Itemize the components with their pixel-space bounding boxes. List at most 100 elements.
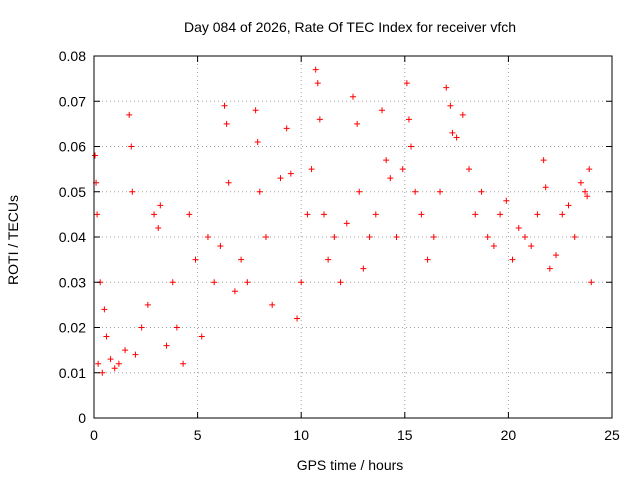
x-axis-label: GPS time / hours <box>297 457 404 473</box>
data-point <box>128 143 135 150</box>
data-point <box>350 93 356 100</box>
data-point <box>138 324 145 331</box>
data-point <box>542 184 549 191</box>
data-point <box>430 234 437 240</box>
data-point <box>405 116 412 123</box>
data-point <box>211 279 218 286</box>
data-point <box>298 279 305 286</box>
data-point <box>553 252 560 259</box>
y-tick-label: 0.06 <box>59 139 86 155</box>
data-point <box>204 234 211 240</box>
data-point <box>269 301 276 308</box>
data-point <box>294 315 301 322</box>
data-point <box>221 102 228 109</box>
x-tick-label: 20 <box>501 427 517 443</box>
x-tick-label: 0 <box>90 427 98 443</box>
data-point <box>325 256 332 263</box>
data-point <box>540 157 547 164</box>
data-point <box>546 265 553 272</box>
data-point <box>256 188 263 195</box>
data-point <box>360 265 367 272</box>
data-point <box>180 360 187 367</box>
data-point <box>262 234 269 240</box>
data-point <box>559 211 566 218</box>
data-point <box>308 166 315 173</box>
data-point <box>111 365 118 372</box>
data-point <box>304 211 311 218</box>
data-point <box>157 202 164 209</box>
data-point <box>424 256 431 263</box>
data-point <box>478 188 485 195</box>
data-point <box>582 188 589 195</box>
data-point <box>387 175 394 182</box>
data-point <box>132 351 139 358</box>
data-point <box>331 234 338 240</box>
y-tick-label: 0.04 <box>59 229 86 245</box>
points-layer <box>92 66 595 376</box>
x-tick-label: 5 <box>194 427 202 443</box>
data-point <box>453 134 460 141</box>
data-point <box>521 234 528 240</box>
data-point <box>534 211 541 218</box>
data-point <box>316 116 323 123</box>
data-point <box>129 188 136 195</box>
y-tick-label: 0.05 <box>59 184 86 200</box>
grid-layer <box>94 56 612 418</box>
data-point <box>366 234 373 240</box>
data-point <box>447 102 454 109</box>
y-tick-label: 0.01 <box>59 365 86 381</box>
data-point <box>497 211 504 218</box>
data-point <box>484 234 491 240</box>
data-point <box>565 202 572 209</box>
data-point <box>588 279 595 286</box>
data-point <box>283 125 290 132</box>
data-point <box>122 347 129 354</box>
data-point <box>354 120 361 127</box>
data-point <box>393 234 400 240</box>
data-point <box>472 211 479 218</box>
ticks-layer <box>93 55 613 419</box>
data-point <box>515 224 522 231</box>
data-point <box>412 188 419 195</box>
data-point <box>466 166 473 173</box>
data-point <box>99 369 106 376</box>
data-point <box>192 256 199 263</box>
data-point <box>528 243 535 250</box>
data-point <box>223 120 230 127</box>
data-point <box>169 279 176 286</box>
data-point <box>252 107 259 114</box>
data-point <box>337 279 344 286</box>
data-point <box>503 197 510 204</box>
data-point <box>92 152 99 159</box>
data-point <box>399 166 406 173</box>
data-point <box>312 66 319 73</box>
data-point <box>383 157 390 164</box>
data-point <box>356 188 363 195</box>
data-point <box>186 211 193 218</box>
data-point <box>372 211 379 218</box>
data-point <box>126 111 133 118</box>
data-point <box>586 166 593 173</box>
data-point <box>509 256 516 263</box>
data-point <box>107 356 114 363</box>
y-axis-label: ROTI / TECUs <box>5 195 21 285</box>
data-point <box>459 111 466 118</box>
y-tick-label: 0.07 <box>59 93 86 109</box>
data-point <box>144 301 151 308</box>
data-point <box>571 234 578 240</box>
data-point <box>244 279 251 286</box>
y-tick-label: 0.08 <box>59 48 86 64</box>
data-point <box>94 211 101 218</box>
data-point <box>173 324 180 331</box>
data-point <box>198 333 205 340</box>
data-point <box>437 188 444 195</box>
data-point <box>449 129 456 136</box>
data-point <box>277 175 284 182</box>
data-point <box>163 342 170 349</box>
data-point <box>101 306 108 313</box>
data-point <box>379 107 386 114</box>
data-point <box>254 138 261 145</box>
data-point <box>320 211 327 218</box>
x-tick-label: 10 <box>293 427 309 443</box>
